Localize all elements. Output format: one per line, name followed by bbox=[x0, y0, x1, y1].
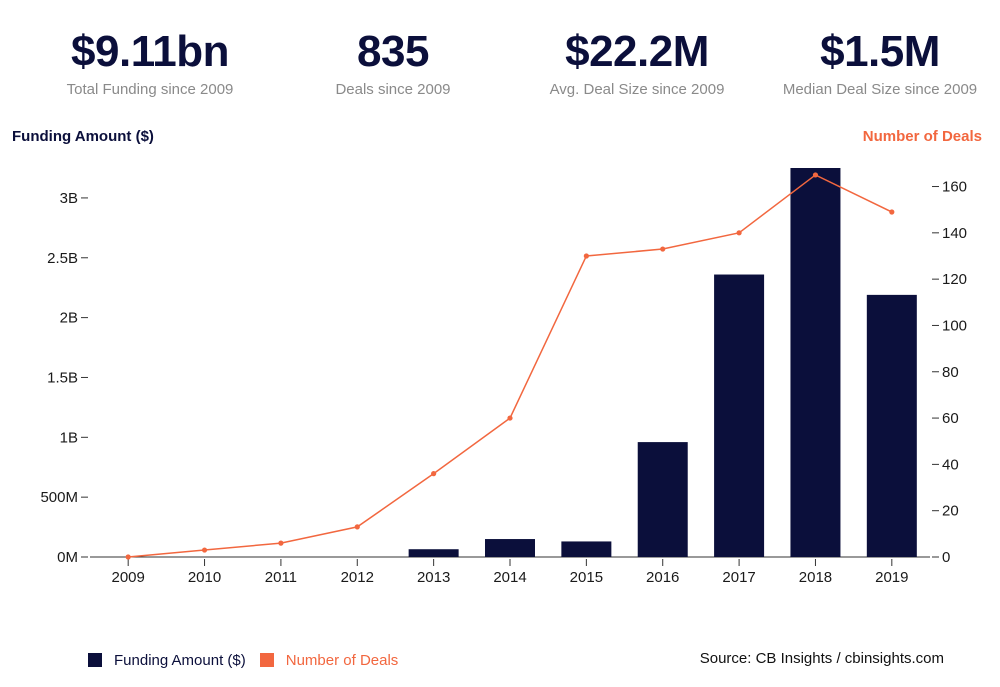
y-tick-label-left: 2B bbox=[60, 310, 78, 327]
kpi-label: Avg. Deal Size since 2009 bbox=[549, 81, 725, 98]
kpi-value: $22.2M bbox=[565, 27, 709, 76]
y2-tick-label-right: 20 bbox=[942, 503, 959, 520]
funding-deals-chart: 0M 500M 1B 1.5B 2B 2.5B 3B 0 20 40 60 80 100 120 140 16… bbox=[40, 168, 967, 586]
deals-point bbox=[583, 253, 589, 259]
x-tick-label: 2011 bbox=[265, 569, 297, 586]
kpi-label: Deals since 2009 bbox=[335, 81, 451, 98]
kpi-value: $1.5M bbox=[820, 27, 940, 76]
x-tick-label: 2016 bbox=[646, 569, 679, 586]
x-tick-label: 2009 bbox=[111, 569, 144, 586]
legend-swatch-deals bbox=[259, 653, 274, 667]
funding-bar bbox=[790, 168, 841, 557]
legend-label-deals: Number of Deals bbox=[285, 651, 399, 669]
deals-point bbox=[431, 471, 437, 477]
y2-tick-label-right: 60 bbox=[942, 410, 959, 427]
deals-point bbox=[736, 230, 742, 236]
legend-item-deals: Number of Deals bbox=[259, 651, 399, 669]
source-credit: Source: CB Insights / cbinsights.com bbox=[699, 650, 944, 667]
legend-item-funding: Funding Amount ($) bbox=[88, 652, 246, 669]
y-tick-label-left: 1.5B bbox=[47, 369, 78, 386]
funding-bar bbox=[485, 539, 535, 557]
y-tick-label-left: 3B bbox=[60, 190, 78, 207]
kpi-value: $9.11bn bbox=[71, 27, 229, 76]
funding-bar bbox=[714, 274, 765, 557]
funding-bar bbox=[408, 549, 459, 557]
legend: Funding Amount ($) Number of Deals bbox=[88, 650, 412, 670]
y-tick-label-left: 500M bbox=[40, 489, 78, 506]
kpi-label: Median Deal Size since 2009 bbox=[782, 81, 978, 98]
deals-point bbox=[278, 540, 284, 546]
funding-bar bbox=[561, 541, 612, 557]
y-axis-title-right: Number of Deals bbox=[862, 128, 982, 145]
y-tick-label-left: 0M bbox=[57, 549, 78, 566]
legend-swatch-funding bbox=[88, 653, 102, 667]
kpi-median-deal-size: $1.5M Median Deal Size since 2009 bbox=[755, 26, 1000, 98]
x-tick-label: 2012 bbox=[341, 569, 374, 586]
y-tick-label-left: 1B bbox=[60, 429, 78, 446]
y2-tick-label-right: 80 bbox=[942, 364, 959, 381]
x-tick-label: 2019 bbox=[875, 569, 908, 586]
x-tick-label: 2013 bbox=[417, 569, 450, 586]
deals-point bbox=[125, 554, 131, 560]
y2-tick-label-right: 120 bbox=[942, 271, 967, 288]
y-tick-label-left: 2.5B bbox=[47, 250, 78, 267]
deals-line bbox=[128, 174, 893, 558]
kpi-value: 835 bbox=[357, 27, 429, 76]
funding-bar bbox=[637, 442, 688, 557]
x-tick-label: 2015 bbox=[570, 569, 603, 586]
x-tick-label: 2018 bbox=[799, 569, 832, 586]
deals-point bbox=[201, 547, 208, 553]
y-axis-title-left: Funding Amount ($) bbox=[12, 128, 154, 145]
kpi-total-funding: $9.11bn Total Funding since 2009 bbox=[25, 26, 275, 98]
y2-tick-label-right: 40 bbox=[942, 456, 959, 473]
deals-point bbox=[812, 172, 819, 178]
y2-tick-label-right: 160 bbox=[942, 179, 967, 196]
legend-label-funding: Funding Amount ($) bbox=[114, 651, 246, 669]
deals-point bbox=[660, 246, 666, 252]
y2-tick-label-right: 100 bbox=[942, 317, 967, 334]
kpi-label: Total Funding since 2009 bbox=[66, 81, 234, 98]
x-tick-label: 2014 bbox=[493, 569, 526, 586]
y2-tick-label-right: 140 bbox=[942, 225, 967, 242]
kpi-avg-deal-size: $22.2M Avg. Deal Size since 2009 bbox=[512, 26, 762, 98]
y2-tick-label-right: 0 bbox=[942, 549, 950, 566]
x-tick-label: 2017 bbox=[722, 569, 755, 586]
kpi-strip: $9.11bn Total Funding since 2009 835 Dea… bbox=[0, 0, 1000, 110]
funding-bar bbox=[866, 294, 917, 557]
x-tick-label: 2010 bbox=[188, 569, 221, 586]
deals-point bbox=[507, 415, 513, 421]
deals-point bbox=[889, 209, 895, 215]
kpi-deals: 835 Deals since 2009 bbox=[268, 26, 518, 98]
deals-point bbox=[354, 524, 360, 530]
